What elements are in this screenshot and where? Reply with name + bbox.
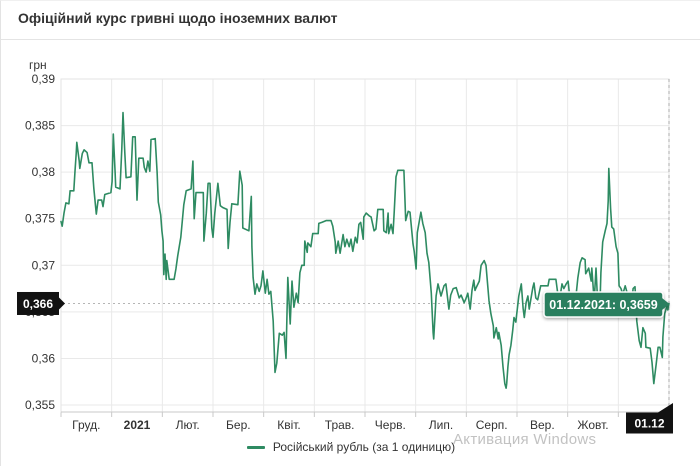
x-tick-label: Бер. [226,418,251,432]
x-tick-label: Вер. [530,418,555,432]
y-crosshair-badge [17,291,59,315]
y-axis-unit-label: грн [29,58,47,72]
widget-title: Офіційний курс гривні щодо іноземних вал… [18,10,338,26]
x-tick-label: Черв. [375,418,406,432]
x-tick-label: Лют. [176,418,200,432]
y-crosshair-badge-label: 0,366 [23,297,53,311]
x-tick-label: Трав. [325,418,355,432]
tooltip: 01.12.2021: 0,3659 [543,291,670,318]
y-tick-label: 0,36 [32,351,56,365]
chart-line[interactable] [60,111,670,390]
y-crosshair-badge-arrow [59,297,65,310]
y-tick-label: 0,39 [32,72,56,86]
x-tick-label: Серп. [476,418,508,432]
y-tick-label: 0,385 [25,119,55,133]
x-tick-label: Груд. [72,418,100,432]
x-crosshair-badge-arrow [658,403,673,413]
y-tick-label: 0,38 [32,165,56,179]
x-tick-label: 2021 [124,418,151,432]
tooltip-text: 01.12.2021: 0,3659 [549,298,657,312]
x-tick-label: Жовт. [577,418,608,432]
header-divider [1,39,700,40]
x-crosshair-badge [626,412,673,434]
y-tick-label: 0,37 [32,258,56,272]
y-tick-label: 0,355 [25,398,55,412]
x-tick-label: Квіт. [277,418,301,432]
x-tick-label: Лип. [429,418,453,432]
windows-activation-watermark: Активация Windows [453,431,597,448]
x-crosshair-badge-label: 01.12 [634,417,664,431]
tooltip-arrow [662,298,670,310]
y-tick-label: 0,375 [25,212,55,226]
